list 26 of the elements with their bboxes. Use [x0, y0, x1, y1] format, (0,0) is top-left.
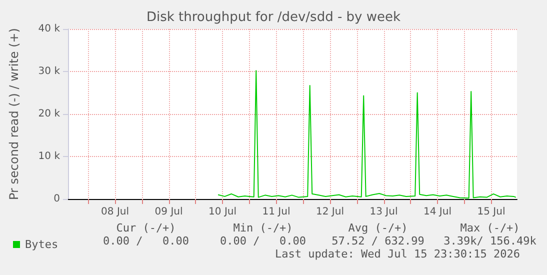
y-tick-label: 10 k — [38, 151, 60, 162]
line-series — [218, 70, 516, 199]
x-tick-label: 09 Jul — [154, 206, 183, 218]
x-tick-label: 10 Jul — [208, 206, 237, 218]
y-tick-label: 20 k — [38, 108, 60, 120]
legend-label: Bytes — [25, 238, 58, 251]
text: Last update: Wed Jul 15 23:30:15 2026 — [274, 248, 520, 260]
text: 3.39k/ 156.49k — [444, 234, 537, 248]
x-tick-label: 12 Jul — [316, 206, 344, 218]
y-axis-title: Pr second read (-) / write (+) — [7, 28, 21, 200]
y-tick-label: 40 k — [38, 24, 60, 34]
x-tick-label: 08 Jul — [101, 206, 130, 218]
text: 0.00 / 0.00 — [102, 234, 190, 248]
text: 57.52 / 632.99 — [332, 234, 424, 248]
chart-title: Disk throughput for /dev/sdd - by week — [146, 10, 401, 25]
x-tick-label: 15 Jul — [477, 206, 506, 218]
y-tick-label: 30 k — [38, 66, 60, 77]
text: Avg (-/+) — [348, 222, 408, 234]
text: Cur (-/+) — [116, 222, 176, 234]
x-tick-label: 14 Jul — [424, 206, 452, 218]
text: Min (-/+) — [233, 222, 293, 234]
x-tick-label: 13 Jul — [370, 206, 398, 218]
x-tick-label: 11 Jul — [262, 206, 290, 218]
text: 0.00 / 0.00 — [220, 234, 306, 248]
y-tick-label: 0 — [54, 194, 60, 204]
text: Max (-/+) — [460, 222, 520, 234]
